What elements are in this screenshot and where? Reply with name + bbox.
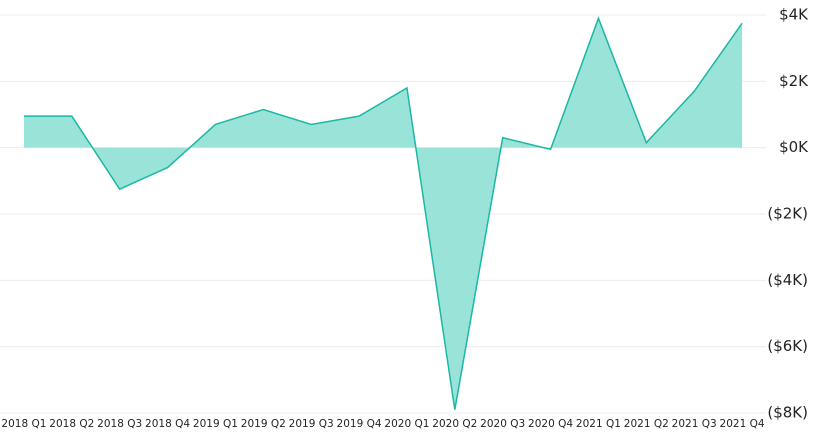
- x-tick-label: 2020 Q3: [480, 418, 525, 430]
- x-tick-label: 2020 Q4: [528, 418, 573, 430]
- x-tick-label: 2018 Q2: [49, 418, 94, 430]
- x-tick-label: 2018 Q4: [145, 418, 190, 430]
- x-tick-label: 2019 Q2: [241, 418, 286, 430]
- x-tick-label: 2019 Q4: [337, 418, 382, 430]
- x-tick-label: 2020 Q1: [384, 418, 429, 430]
- y-tick-label: $2K: [779, 72, 809, 90]
- x-tick-label: 2019 Q1: [193, 418, 238, 430]
- x-tick-label: 2021 Q3: [672, 418, 717, 430]
- x-tick-label: 2021 Q1: [576, 418, 621, 430]
- x-tick-label: 2021 Q2: [624, 418, 669, 430]
- x-tick-label: 2019 Q3: [289, 418, 334, 430]
- y-tick-label: ($6K): [767, 337, 808, 355]
- x-tick-label: 2020 Q2: [432, 418, 477, 430]
- y-tick-label: $0K: [779, 138, 809, 156]
- y-tick-label: ($4K): [767, 271, 808, 289]
- x-tick-label: 2018 Q3: [97, 418, 142, 430]
- y-tick-label: $4K: [779, 6, 809, 24]
- x-tick-label: 2021 Q4: [720, 418, 765, 430]
- line: [23, 16, 743, 410]
- y-tick-label: ($8K): [767, 404, 808, 422]
- x-tick-label: 2018 Q1: [1, 418, 46, 430]
- y-tick-label: ($2K): [767, 205, 808, 223]
